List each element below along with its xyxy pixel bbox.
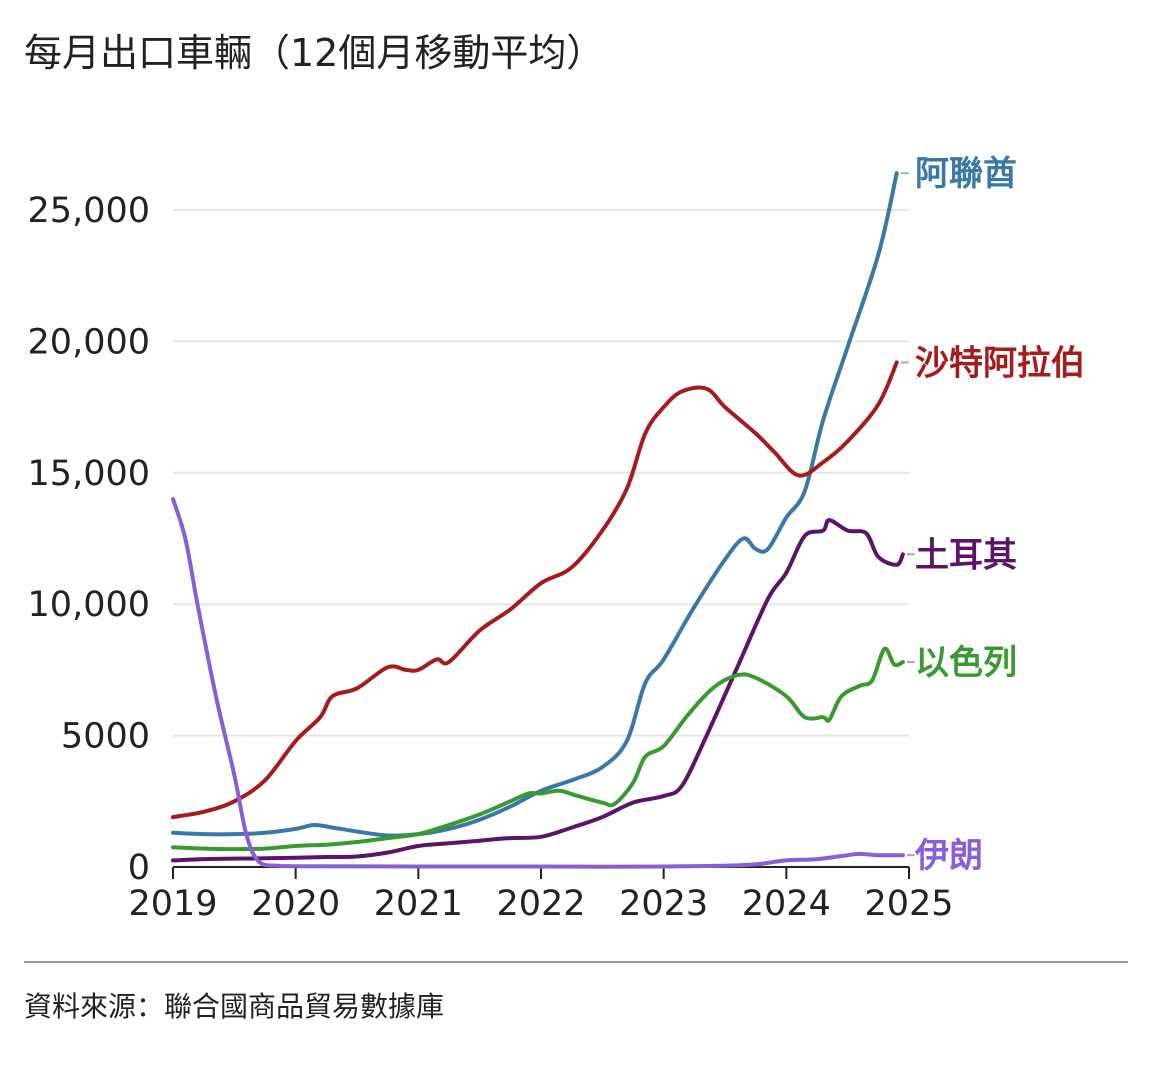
x-tick-label-4: 2023 [619,884,708,924]
x-tick-labels: 2019 2020 2021 2022 2023 2024 2025 [128,884,953,924]
y-tick-label-5: 25,000 [28,191,150,231]
series-lines [171,171,905,869]
y-tick-label-0: 0 [128,848,150,888]
series-label-3: 以色列 [915,643,1017,683]
divider [24,961,1128,963]
series-label-4: 伊朗 [914,836,983,876]
series-line-2 [171,518,905,863]
x-tick-label-6: 2025 [864,884,953,924]
x-tick-label-2: 2021 [374,884,463,924]
y-tick-label-3: 15,000 [28,454,150,494]
series-line-3 [171,646,905,852]
series-label-2: 土耳其 [915,535,1017,575]
series-line-4 [171,497,905,869]
y-tick-label-2: 10,000 [28,585,150,625]
x-tick-label-3: 2022 [496,884,585,924]
x-tick-label-0: 2019 [128,884,217,924]
y-tick-label-4: 20,000 [28,322,150,362]
series-line-0 [171,171,899,838]
chart-title: 每月出口車輛（12個月移動平均） [24,31,605,75]
series-label-1: 沙特阿拉伯 [915,343,1085,383]
source-note: 資料來源：聯合國商品貿易數據庫 [24,990,445,1023]
x-tick-label-1: 2020 [251,884,340,924]
y-tick-label-1: 5000 [61,717,150,757]
y-tick-labels: 0 5000 10,000 15,000 20,000 25,000 [28,191,150,888]
axes [172,866,910,879]
x-tick-label-5: 2024 [742,884,831,924]
series-label-0: 阿聯酋 [915,154,1017,194]
gridlines [173,209,909,737]
series-line-1 [171,360,899,820]
